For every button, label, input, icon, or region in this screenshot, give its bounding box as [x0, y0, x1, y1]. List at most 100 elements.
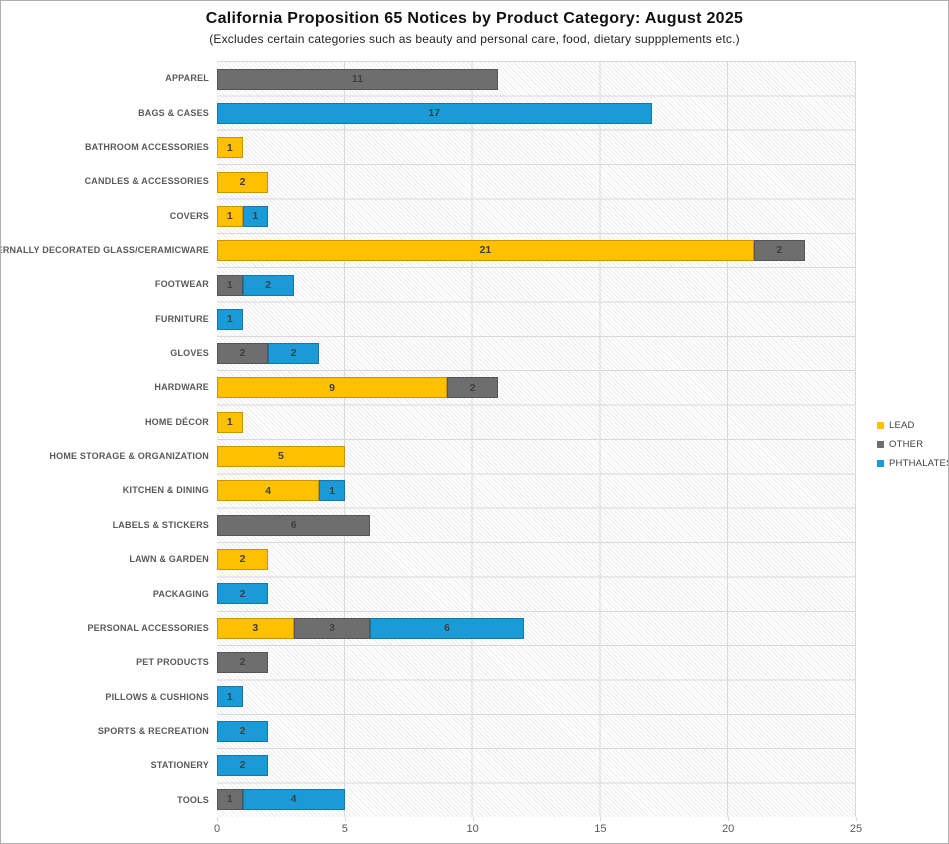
category-label: HOME STORAGE & ORGANIZATION	[49, 451, 209, 462]
bar-segment-phthalates: 2	[242, 274, 294, 296]
bar-segment-lead: 21	[217, 240, 754, 262]
category-label: HARDWARE	[154, 382, 209, 393]
legend-swatch-icon	[877, 422, 884, 429]
bar-value-label: 1	[226, 278, 233, 291]
bar-row: 3 3 6	[217, 611, 856, 645]
x-tick-mark	[600, 817, 602, 821]
category-label: HOME DÉCOR	[144, 416, 209, 427]
bar-segment-lead: 2	[217, 171, 269, 193]
category-label: GLOVES	[170, 348, 209, 359]
category-label: LABELS & STICKERS	[112, 519, 209, 530]
bar-value-label: 17	[428, 107, 441, 120]
bar-value-label: 9	[329, 381, 335, 394]
bar-row: 2	[217, 714, 856, 748]
bar-segment-phthalates: 17	[217, 102, 652, 124]
bar-segment-phthalates: 1	[217, 308, 243, 330]
bar-segment-phthalates: 2	[217, 583, 269, 605]
bar-row: 1	[217, 131, 856, 165]
bar-segment-lead: 1	[217, 137, 243, 159]
bar-segment-other: 2	[753, 240, 805, 262]
bar-segment-phthalates: 2	[217, 720, 269, 742]
bar-value-label: 3	[329, 621, 335, 634]
x-tick-mark	[472, 817, 474, 821]
bar-value-label: 1	[226, 141, 233, 154]
chart-subtitle: (Excludes certain categories such as bea…	[209, 32, 740, 46]
x-tick-mark	[856, 817, 857, 821]
bar-value-label: 1	[226, 210, 233, 223]
bar-value-label: 2	[239, 347, 246, 360]
bar-value-label: 11	[352, 72, 364, 85]
bar-value-label: 1	[226, 416, 233, 429]
x-tick-mark	[217, 817, 218, 821]
bar-segment-phthalates: 2	[217, 754, 269, 776]
bar-segment-other: 6	[217, 514, 371, 536]
bar-value-label: 2	[776, 244, 783, 257]
bar-segment-phthalates: 1	[319, 480, 345, 502]
bar-segment-lead: 2	[217, 549, 269, 571]
bar-row: 1	[217, 680, 856, 714]
legend-swatch-icon	[877, 441, 884, 448]
category-label: FOOTWEAR	[154, 279, 209, 290]
category-label: BAGS & CASES	[138, 107, 209, 118]
bar-segment-other: 2	[447, 377, 499, 399]
bar-segment-phthalates: 2	[268, 343, 320, 365]
bar-segment-other: 3	[293, 617, 371, 639]
legend-label: PHTHALATES	[889, 458, 949, 469]
category-label: BATHROOM ACCESSORIES	[84, 141, 209, 152]
bar-value-label: 2	[265, 278, 272, 291]
bar-segment-lead: 4	[217, 480, 320, 502]
legend-label: LEAD	[889, 420, 915, 431]
category-label: FURNITURE	[155, 313, 209, 324]
category-label: COVERS	[169, 210, 209, 221]
category-label: PILLOWS & CUSHIONS	[105, 691, 209, 702]
bar-row: 2	[217, 165, 856, 199]
x-tick-label: 5	[341, 823, 348, 835]
bar-row: 2	[217, 645, 856, 679]
bar-segment-lead: 9	[217, 377, 448, 399]
category-label: KITCHEN & DINING	[122, 485, 209, 496]
bar-value-label: 2	[239, 587, 246, 600]
bar-value-label: 2	[239, 656, 246, 669]
bar-row: 1	[217, 302, 856, 336]
bar-segment-phthalates: 6	[370, 617, 524, 639]
bar-segment-other: 1	[217, 274, 243, 296]
chart-title: California Proposition 65 Notices by Pro…	[205, 10, 744, 27]
category-label: LAWN & GARDEN	[129, 554, 209, 565]
bar-value-label: 1	[252, 210, 259, 223]
bar-row: 2	[217, 577, 856, 611]
legend-label: OTHER	[889, 439, 924, 450]
legend-item-lead: LEAD	[877, 416, 948, 435]
plot-area: 11 17 1 2 1 1 21 2 1 2 1 2 2 9 2 1 5 4 1 6 2 2 3 3 6 2 1 2 2 1 4	[217, 61, 856, 817]
category-axis: APPAREL BAGS & CASES BATHROOM ACCESSORIES C…	[1, 61, 209, 817]
legend: LEAD OTHER PHTHALATES	[877, 416, 949, 473]
bar-value-label: 21	[479, 244, 492, 257]
bar-value-label: 5	[277, 450, 284, 463]
bar-segment-lead: 1	[217, 205, 243, 227]
legend-item-phthalates: PHTHALATES	[877, 454, 949, 473]
bar-value-label: 2	[239, 724, 246, 737]
bar-value-label: 1	[329, 484, 335, 497]
bar-value-label: 2	[239, 175, 246, 188]
category-label: PET PRODUCTS	[136, 657, 209, 668]
category-label: SPORTS & RECREATION	[97, 726, 209, 736]
bar-row: 2	[217, 542, 856, 576]
bar-segment-phthalates: 4	[242, 789, 345, 811]
bar-segment-phthalates: 1	[242, 205, 269, 227]
bar-value-label: 6	[290, 518, 297, 531]
bar-segment-other: 1	[217, 789, 243, 811]
bar-segment-other: 2	[217, 343, 269, 365]
bar-value-label: 3	[252, 621, 259, 634]
category-label: PACKAGING	[152, 588, 209, 599]
bar-row: 6	[217, 508, 856, 542]
category-label: PERSONAL ACCESSORIES	[87, 622, 209, 633]
bar-row: 17	[217, 96, 856, 130]
x-tick-label: 20	[722, 823, 735, 835]
bar-segment-lead: 5	[217, 446, 345, 468]
x-tick-label: 0	[213, 823, 221, 835]
